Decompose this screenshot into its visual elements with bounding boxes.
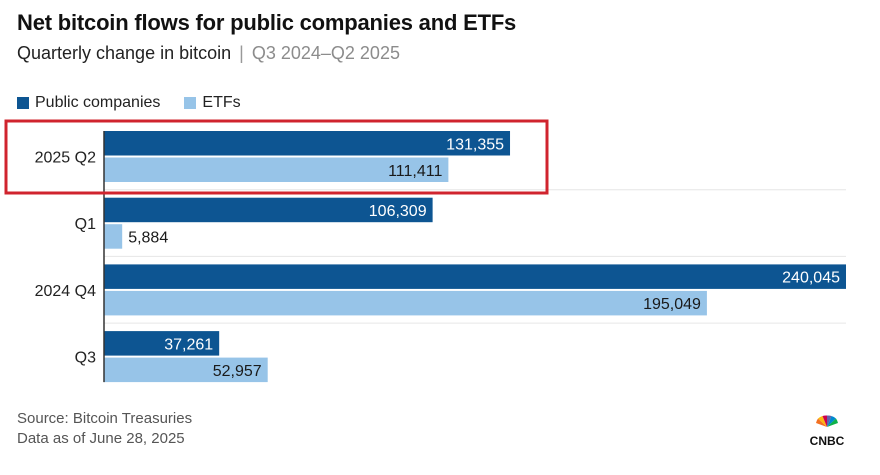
category-label: Q3 [75, 350, 96, 367]
cnbc-logo: CNBC [810, 415, 845, 448]
bar-public [104, 131, 511, 156]
data-label-etfs: 195,049 [643, 296, 701, 313]
bar-etfs [104, 290, 707, 316]
bar-public [104, 197, 433, 223]
bar-etfs [104, 224, 123, 249]
legend-swatch-public [17, 97, 29, 109]
category-label: Q1 [75, 216, 96, 233]
subtitle-range: Q3 2024–Q2 2025 [251, 43, 400, 63]
category-label: 2025 Q2 [35, 150, 96, 167]
data-label-etfs: 52,957 [213, 363, 262, 380]
subtitle-separator: | [239, 43, 244, 63]
legend: Public companies ETFs [17, 94, 265, 112]
chart-title: Net bitcoin flows for public companies a… [17, 10, 517, 35]
bar-public [104, 264, 846, 289]
chart-subtitle: Quarterly change in bitcoin | Q3 2024–Q2… [17, 43, 400, 64]
data-label-public: 240,045 [782, 270, 840, 287]
bar-public [104, 331, 220, 356]
legend-label-public: Public companies [35, 94, 161, 111]
bar-etfs [104, 357, 268, 383]
data-date-text: Data as of June 28, 2025 [17, 430, 185, 447]
legend-label-etfs: ETFs [202, 94, 241, 111]
legend-item-etfs: ETFs [184, 94, 241, 112]
data-label-public: 37,261 [164, 336, 213, 353]
data-label-etfs: 5,884 [128, 229, 168, 246]
source-text: Source: Bitcoin Treasuries [17, 410, 193, 427]
bar-etfs [104, 157, 449, 182]
data-label-public: 131,355 [446, 136, 504, 153]
category-label: 2024 Q4 [35, 283, 96, 300]
subtitle-main: Quarterly change in bitcoin [17, 43, 232, 63]
legend-swatch-etfs [184, 97, 197, 109]
source-note: Source: Bitcoin Treasuries Data as of Ju… [17, 409, 192, 449]
data-label-public: 106,309 [369, 203, 427, 220]
peacock-icon [816, 415, 838, 427]
legend-item-public: Public companies [17, 94, 160, 112]
highlight-box [4, 119, 549, 195]
logo-text: CNBC [810, 434, 845, 448]
data-label-etfs: 111,411 [388, 163, 442, 180]
